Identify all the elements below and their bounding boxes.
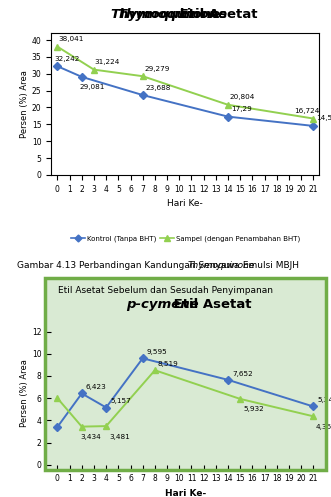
Text: 20,804: 20,804: [229, 94, 255, 100]
Text: 9,595: 9,595: [147, 349, 167, 355]
Text: 3,434: 3,434: [80, 434, 101, 440]
Text: 14,536: 14,536: [316, 115, 331, 121]
Text: 5,932: 5,932: [243, 407, 264, 413]
Text: Etil Asetat: Etil Asetat: [169, 298, 251, 311]
Y-axis label: Persen (%) Area: Persen (%) Area: [20, 70, 29, 138]
Text: Thymoquinone: Thymoquinone: [118, 8, 228, 21]
Text: Gambar 4.13 Perbandingan Kandungan Senyawa: Gambar 4.13 Perbandingan Kandungan Senya…: [17, 261, 242, 270]
X-axis label: Hari Ke-: Hari Ke-: [165, 489, 206, 497]
X-axis label: Hari Ke-: Hari Ke-: [167, 199, 203, 208]
Text: p-cymene: p-cymene: [126, 298, 198, 311]
Text: 5,157: 5,157: [110, 399, 131, 405]
Y-axis label: Persen (%) Area: Persen (%) Area: [20, 359, 29, 426]
Text: 23,688: 23,688: [146, 84, 171, 90]
Text: 31,224: 31,224: [94, 59, 119, 65]
Text: Etil Asetat: Etil Asetat: [175, 8, 258, 21]
Text: 16,724: 16,724: [294, 108, 319, 114]
Text: Thymoquinone: Thymoquinone: [111, 8, 220, 21]
Text: 17,29: 17,29: [231, 106, 252, 112]
Text: Emulsi MBJH: Emulsi MBJH: [240, 261, 299, 270]
Text: 5,249: 5,249: [317, 397, 331, 404]
Text: Thymoquinone: Thymoquinone: [188, 261, 255, 270]
Text: 7,652: 7,652: [232, 371, 253, 377]
Text: 32,242: 32,242: [55, 56, 80, 62]
Text: 6,423: 6,423: [86, 384, 107, 390]
Text: Etil Asetat Sebelum dan Sesudah Penyimpanan: Etil Asetat Sebelum dan Sesudah Penyimpa…: [58, 286, 273, 295]
Text: Thymoquinone: Thymoquinone: [109, 8, 219, 21]
Text: 3,481: 3,481: [109, 433, 130, 440]
Text: 29,081: 29,081: [79, 84, 104, 90]
Legend: Kontrol (Tanpa BHT), Sampel (dengan Penambahan BHT): Kontrol (Tanpa BHT), Sampel (dengan Pena…: [68, 233, 303, 245]
Text: 29,279: 29,279: [144, 66, 169, 72]
Text: 8,519: 8,519: [158, 361, 178, 367]
Text: 4,365: 4,365: [316, 424, 331, 430]
Text: 38,041: 38,041: [59, 36, 84, 42]
Text: Thymoquinone Etil Asetat: Thymoquinone Etil Asetat: [69, 8, 262, 21]
